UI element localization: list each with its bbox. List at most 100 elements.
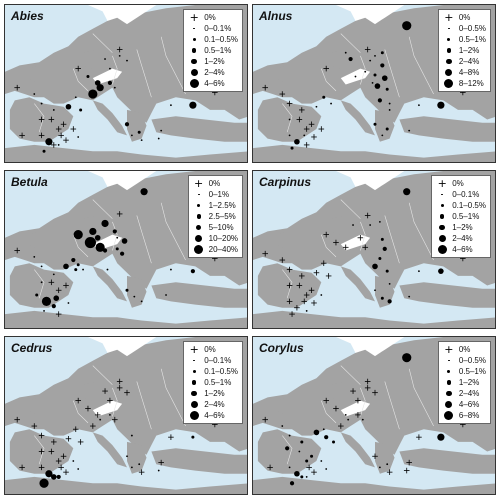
site-zero-marker <box>138 469 145 475</box>
legend-row: 0.1–0.5% <box>187 366 238 377</box>
site-marker <box>315 105 318 108</box>
land-mass <box>253 144 495 162</box>
site-zero-marker <box>296 116 303 123</box>
site-marker <box>88 89 98 99</box>
site-zero-marker <box>364 46 371 53</box>
land-mass <box>83 381 103 401</box>
legend-label: 0.5–1% <box>458 367 486 376</box>
country-border <box>282 435 293 465</box>
site-zero-marker <box>403 467 410 474</box>
map-panel-alnus: Alnus +0% 0–0.5% 0.5–1% 1–2% 2–4% 4–8% 8–12% <box>252 4 496 163</box>
site-marker <box>281 425 284 427</box>
alps-highlands <box>92 400 123 417</box>
site-marker <box>95 242 105 252</box>
site-marker <box>157 137 160 140</box>
site-zero-marker <box>306 464 312 471</box>
legend-label: 2–4% <box>458 389 480 398</box>
site-marker <box>344 414 347 416</box>
land-mass <box>253 5 495 123</box>
country-border <box>73 400 89 424</box>
site-marker <box>40 265 43 268</box>
land-mass <box>253 337 495 455</box>
site-zero-marker <box>63 469 69 475</box>
legend-row: 1–2% <box>187 388 238 399</box>
legend-row: 2–4% <box>435 233 486 244</box>
site-marker <box>140 139 143 142</box>
legend-dot-icon <box>442 399 456 410</box>
plus-icon: + <box>189 11 199 24</box>
legend-label: 8–12% <box>458 79 484 88</box>
plus-icon: + <box>444 11 454 24</box>
site-marker <box>381 134 384 137</box>
site-marker <box>408 129 411 132</box>
country-border <box>360 55 366 85</box>
site-marker <box>288 118 291 121</box>
site-marker <box>71 257 76 263</box>
site-marker <box>170 104 172 107</box>
site-zero-marker <box>60 453 67 460</box>
legend-dot-icon <box>187 45 201 56</box>
site-marker <box>40 281 43 284</box>
site-marker <box>290 146 294 150</box>
site-zero-marker <box>85 405 91 412</box>
site-marker <box>348 56 353 62</box>
site-marker <box>322 428 325 431</box>
land-mass <box>399 448 495 474</box>
legend-dot-icon <box>192 189 206 200</box>
legend-row: 20–40% <box>192 244 238 255</box>
site-zero-marker <box>116 211 123 217</box>
site-marker <box>408 295 411 298</box>
site-marker <box>40 102 43 105</box>
site-zero-marker <box>116 46 123 53</box>
site-zero-marker <box>286 282 293 289</box>
legend-dot-icon <box>192 200 206 211</box>
land-mass <box>92 432 127 468</box>
legend-row: 0–1% <box>192 189 238 200</box>
site-zero-marker <box>279 257 286 263</box>
site-marker <box>380 237 384 241</box>
site-zero-marker <box>55 311 62 317</box>
site-marker <box>76 263 80 267</box>
site-marker <box>121 238 128 244</box>
legend-row: 2–4% <box>187 67 238 78</box>
site-zero-marker <box>364 212 371 219</box>
legend-row: 6–8% <box>442 410 486 421</box>
land-mass <box>27 397 44 414</box>
country-border <box>92 33 113 53</box>
legend-row: 0–0.5% <box>442 355 486 366</box>
site-marker <box>104 58 106 60</box>
legend-dot-icon <box>442 45 456 56</box>
site-marker <box>344 51 347 54</box>
site-marker <box>288 466 291 469</box>
site-zero-marker <box>386 469 393 475</box>
site-zero-marker <box>350 388 356 394</box>
site-marker <box>320 460 323 462</box>
legend-row: 1–2% <box>442 377 486 388</box>
site-marker <box>33 93 36 95</box>
legend-label: 0.1–0.5% <box>204 367 238 376</box>
country-border <box>160 368 186 427</box>
land-mass <box>27 65 44 82</box>
land-mass <box>340 432 375 468</box>
legend-label: 0–1% <box>208 190 230 199</box>
legend-label: 1–2% <box>204 389 225 398</box>
legend-label: 5–10% <box>208 223 234 232</box>
site-zero-marker <box>303 142 310 148</box>
country-border <box>321 68 337 92</box>
site-zero-marker <box>262 250 268 257</box>
legend-row: 2–4% <box>442 56 486 67</box>
site-marker <box>77 468 80 470</box>
legend-label: 0% <box>458 345 471 354</box>
legend-dot-icon <box>192 222 206 233</box>
site-zero-marker <box>102 388 108 394</box>
site-marker <box>402 21 412 31</box>
legend-dot-icon <box>442 410 456 421</box>
land-mass <box>151 282 247 308</box>
land-mass <box>375 441 395 474</box>
site-marker <box>300 475 304 479</box>
site-marker <box>354 75 357 78</box>
legend-dot-icon <box>187 78 201 89</box>
site-marker <box>140 300 143 303</box>
site-marker <box>352 224 354 226</box>
site-zero-marker <box>279 91 286 97</box>
